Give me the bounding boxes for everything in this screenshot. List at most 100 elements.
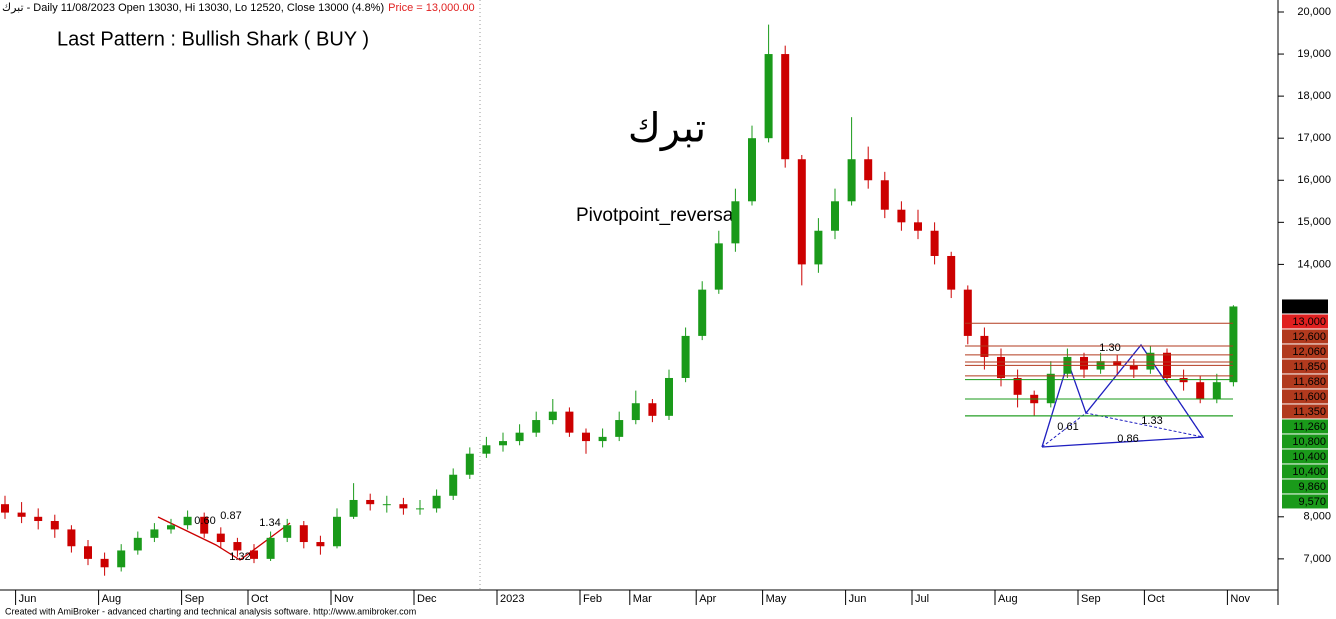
price-label-box	[1282, 494, 1328, 509]
price-label-box	[1282, 299, 1328, 314]
candle-body	[399, 504, 408, 509]
candle-body	[266, 537, 275, 559]
candle-body	[1046, 373, 1055, 404]
candle-body	[532, 420, 541, 433]
price-label-box	[1282, 329, 1328, 344]
candle-body	[814, 230, 823, 265]
price-label-box	[1282, 404, 1328, 419]
price-label-box	[1282, 434, 1328, 449]
price-label-box	[1282, 419, 1328, 434]
candle-body	[797, 159, 806, 265]
x-tick-label: Sep	[185, 593, 205, 605]
price-label-box	[1282, 479, 1328, 494]
price-label: 9,570	[1298, 496, 1326, 508]
candle-body	[117, 550, 126, 568]
ratio-label: 0.87	[220, 510, 241, 522]
price-label-box	[1282, 374, 1328, 389]
candle-body	[183, 516, 192, 526]
y-tick-label: 19,000	[1297, 48, 1331, 60]
candle-body	[299, 525, 308, 543]
candle-body	[781, 54, 790, 160]
candle-body	[864, 159, 873, 181]
x-tick-label: Feb	[583, 593, 602, 605]
x-tick-label: Aug	[998, 593, 1018, 605]
ratio-label: 1.32	[229, 551, 250, 563]
candle-body	[963, 289, 972, 336]
candle-body	[67, 529, 76, 547]
price-label-box	[1282, 314, 1328, 329]
candle-body	[731, 201, 740, 244]
candle-body	[84, 546, 92, 559]
candle-body	[1212, 382, 1221, 400]
candle-body	[748, 138, 756, 202]
price-label: 11,600	[1293, 391, 1326, 403]
price-label: 9,860	[1298, 481, 1326, 493]
price: Price = 13,000.00	[388, 2, 475, 14]
candle-body	[366, 499, 375, 505]
candle-body	[714, 243, 723, 290]
ratio-label: 0.60	[194, 515, 215, 527]
candle-body	[283, 525, 292, 538]
chart-subtitle: Pivotpoint_reversal	[576, 205, 738, 226]
ratio-label: 0.61	[1057, 421, 1078, 433]
x-tick-label: Oct	[251, 593, 268, 605]
candle-body	[482, 445, 491, 454]
x-tick-label: Jun	[849, 593, 867, 605]
candle-body	[1080, 356, 1088, 370]
x-tick-label: Apr	[699, 593, 716, 605]
candle-body	[648, 403, 657, 416]
price-label-box	[1282, 464, 1328, 479]
candle-body	[515, 432, 524, 442]
x-tick-label: Dec	[417, 593, 437, 605]
price-label: 10,400	[1292, 466, 1326, 478]
price-label: 13,000	[1292, 316, 1326, 328]
x-tick-label: Jun	[19, 593, 37, 605]
candle-body	[167, 525, 175, 530]
y-tick-label: 18,000	[1297, 90, 1331, 102]
candle-body	[930, 230, 939, 256]
pattern-label: Last Pattern : Bullish Shark ( BUY )	[57, 28, 369, 50]
shark-ratios	[1041, 344, 1205, 448]
quote-info: - Daily 11/08/2023 Open 13030, Hi 13030,…	[24, 2, 385, 14]
x-tick-label: May	[766, 593, 787, 605]
y-tick-label: 7,000	[1303, 553, 1331, 565]
candle-body	[1196, 382, 1205, 400]
candle-body	[947, 255, 956, 290]
price-label: 11,350	[1293, 406, 1326, 418]
x-tick-label: Sep	[1081, 593, 1101, 605]
x-tick-label: 2023	[500, 593, 524, 605]
candle-body	[416, 508, 424, 510]
price-label-box	[1282, 389, 1328, 404]
candle-body	[831, 201, 839, 231]
candle-body	[631, 403, 640, 421]
candle-body	[847, 159, 856, 202]
y-tick-label: 15,000	[1297, 216, 1331, 228]
x-tick-label: Oct	[1147, 593, 1164, 605]
price-label: 11,260	[1293, 421, 1326, 433]
candle-body	[1129, 365, 1138, 370]
candle-body	[1229, 306, 1238, 383]
ratio-label: 1.34	[259, 517, 280, 529]
candle-body	[1, 504, 9, 513]
symbol: تبرك	[2, 2, 24, 14]
ratio-label: 0.86	[1117, 433, 1138, 445]
candle-body	[133, 537, 142, 551]
candle-body	[316, 542, 325, 547]
price-label-box	[1282, 359, 1328, 374]
candle-body	[880, 180, 889, 210]
candle-body	[548, 411, 557, 421]
y-tick-label: 14,000	[1297, 258, 1331, 270]
candle-body	[582, 432, 590, 442]
candle-body	[432, 495, 441, 509]
price-label: 13,000	[1292, 301, 1326, 313]
candle-body	[1013, 377, 1022, 395]
candle-body	[897, 209, 906, 223]
candle-body	[349, 499, 358, 517]
candle-body	[1113, 361, 1122, 366]
price-label: 10,400	[1292, 451, 1326, 463]
y-tick-label: 20,000	[1297, 6, 1331, 18]
ratio-label: 1.33	[1141, 415, 1162, 427]
footer: Created with AmiBroker - advanced charti…	[5, 606, 416, 616]
